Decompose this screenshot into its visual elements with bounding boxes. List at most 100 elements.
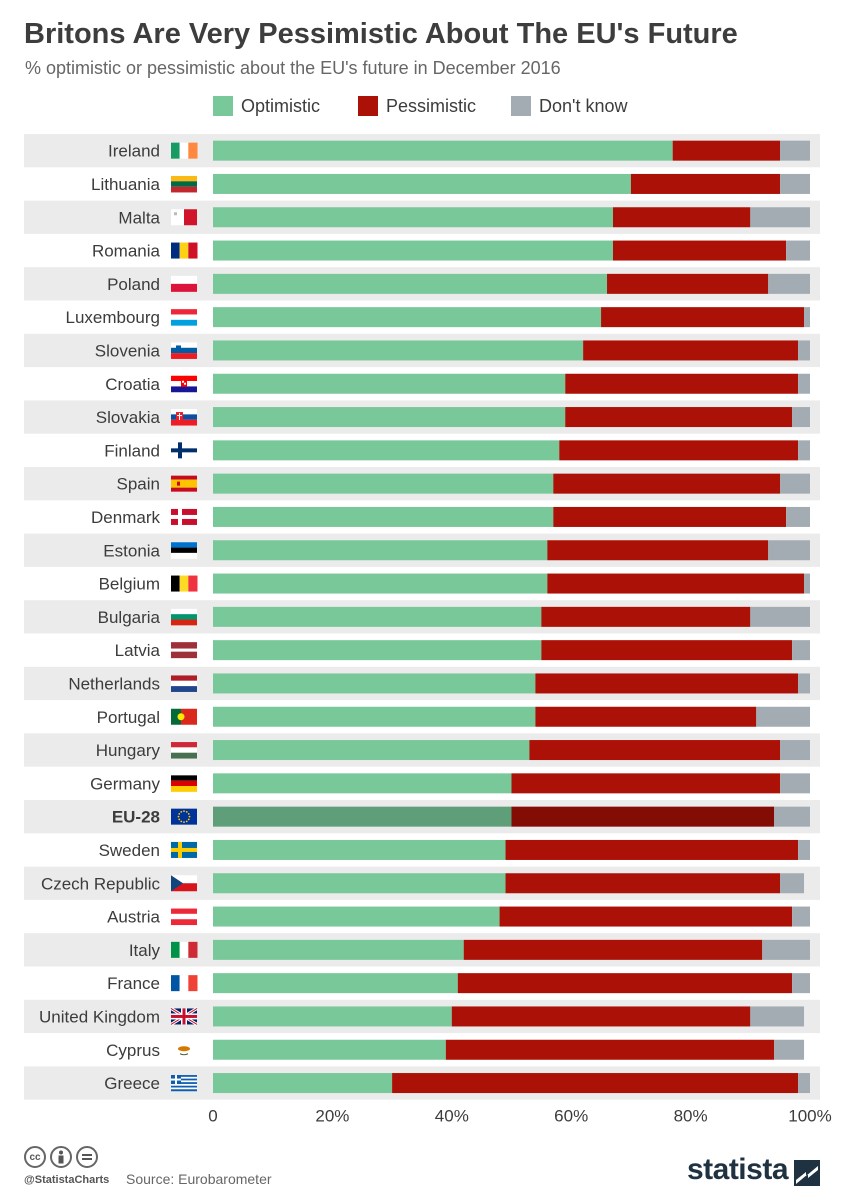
bar-segment-optimistic xyxy=(213,473,554,494)
bar-segment-dont-know xyxy=(792,407,810,428)
bar-row: Luxembourg xyxy=(65,307,810,328)
flag-part xyxy=(171,1083,197,1086)
bar-row: Slovenia xyxy=(24,333,820,368)
statista-handle[interactable]: @StatistaCharts xyxy=(24,1174,110,1186)
bar-segment-dont-know xyxy=(798,440,810,461)
bar-segment-optimistic xyxy=(213,1006,452,1027)
flag-part xyxy=(183,810,185,813)
flag-part xyxy=(171,1082,197,1085)
bar-segment-optimistic xyxy=(213,273,608,294)
flag-part xyxy=(171,448,197,453)
legend: Optimistic Pessimistic Don't know xyxy=(0,95,842,117)
flag-part xyxy=(171,1085,197,1088)
category-label: Lithuania xyxy=(91,175,161,194)
bar-segment-pessimistic xyxy=(607,273,769,294)
flag-part xyxy=(179,941,189,958)
flag-part xyxy=(178,818,181,821)
flag-part xyxy=(171,619,197,626)
bar-row: Portugal xyxy=(97,706,810,727)
bar-segment-dont-know xyxy=(798,673,810,694)
bar-segment-optimistic xyxy=(213,939,464,960)
bar-segment-optimistic xyxy=(213,140,673,161)
bar-segment-dont-know xyxy=(756,706,810,727)
flag-part xyxy=(171,786,197,792)
bar-segment-pessimistic xyxy=(505,839,799,860)
bar-segment-dont-know xyxy=(768,273,810,294)
flag-part xyxy=(171,547,197,553)
bar-segment-pessimistic xyxy=(463,939,763,960)
category-label: United Kingdom xyxy=(39,1007,160,1026)
flag-part xyxy=(178,813,181,815)
bar-segment-dont-know xyxy=(780,173,810,194)
flag-part xyxy=(171,975,180,992)
bar-segment-optimistic xyxy=(213,207,613,228)
bar-row: Czech Republic xyxy=(24,866,820,900)
stacked-bar-chart: Ireland Lithuania Malta Romania Poland Luxemb… xyxy=(24,134,832,1126)
category-label: Hungary xyxy=(96,741,161,760)
flag-part xyxy=(171,342,197,348)
flag-part xyxy=(171,479,197,488)
category-label: Denmark xyxy=(91,508,160,527)
flag-part xyxy=(171,409,197,415)
category-label: Portugal xyxy=(97,708,160,727)
bar-segment-pessimistic xyxy=(553,473,781,494)
bar-row: Netherlands xyxy=(24,666,820,701)
flag-part xyxy=(171,1075,197,1078)
bar-row: United Kingdom xyxy=(24,999,820,1034)
flag-part xyxy=(181,708,197,725)
bar-segment-pessimistic xyxy=(565,407,793,428)
statista-logo[interactable]: statista xyxy=(686,1153,789,1186)
bar-segment-optimistic xyxy=(213,340,584,361)
flag-part xyxy=(177,481,180,486)
bar-segment-dont-know xyxy=(804,307,810,328)
flag-part xyxy=(183,821,185,824)
bar-segment-optimistic xyxy=(213,1039,446,1060)
bar-segment-optimistic xyxy=(213,407,566,428)
flag-part xyxy=(179,575,189,592)
flag-part xyxy=(171,514,197,519)
flag-part xyxy=(171,353,197,359)
bar-row: Hungary xyxy=(24,733,820,767)
creative-commons-icon: cc xyxy=(24,1146,46,1168)
flag-part xyxy=(171,875,197,884)
category-label: Slovenia xyxy=(95,341,161,360)
source-note: Source: Eurobarometer xyxy=(126,1171,272,1187)
bar-segment-pessimistic xyxy=(672,140,781,161)
bar-row: Croatia xyxy=(105,373,810,394)
category-label: Poland xyxy=(107,275,160,294)
bar-segment-optimistic xyxy=(213,373,566,394)
bar-segment-pessimistic xyxy=(505,873,781,894)
flag-part xyxy=(179,242,189,259)
flag-part xyxy=(188,242,198,259)
bar-segment-pessimistic xyxy=(553,506,787,527)
bar-segment-pessimistic xyxy=(547,540,769,561)
flag-part xyxy=(171,913,197,920)
bar-segment-dont-know xyxy=(774,1039,805,1060)
bar-segment-optimistic xyxy=(213,240,613,261)
flag-part xyxy=(171,242,180,259)
flag-part xyxy=(171,941,180,958)
flag-part xyxy=(188,941,198,958)
x-tick-label: 0 xyxy=(208,1107,217,1126)
bar-row: Latvia xyxy=(115,640,810,661)
license-icons: cc xyxy=(24,1146,98,1168)
bar-row: EU-28 xyxy=(24,800,820,834)
bar-segment-dont-know xyxy=(780,773,810,794)
flag-part xyxy=(171,186,197,193)
legend-swatch-pessimistic xyxy=(358,96,378,116)
bar-segment-dont-know xyxy=(798,1073,810,1094)
bar-segment-pessimistic xyxy=(559,440,799,461)
category-label: Belgium xyxy=(99,575,160,594)
bar-segment-dont-know xyxy=(762,939,810,960)
category-label: Estonia xyxy=(103,541,160,560)
category-label: Spain xyxy=(117,475,160,494)
flag-part xyxy=(171,314,197,320)
category-label: Bulgaria xyxy=(98,608,161,627)
flag-part xyxy=(171,648,197,652)
bar-segment-dont-know xyxy=(780,873,805,894)
flag-part xyxy=(171,542,197,548)
flag-part xyxy=(171,775,197,781)
legend-label-pessimistic: Pessimistic xyxy=(386,95,477,116)
bar-segment-dont-know xyxy=(750,1006,805,1027)
chart-title: Britons Are Very Pessimistic About The E… xyxy=(24,18,738,50)
